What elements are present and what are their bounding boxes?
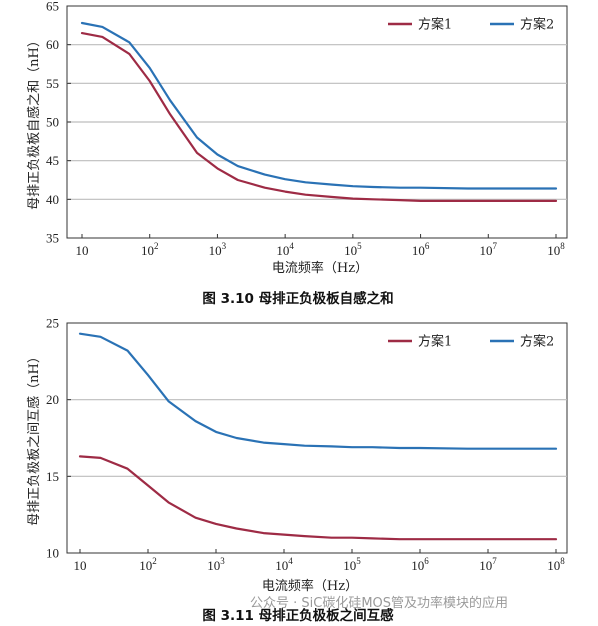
legend-2: 方案1 方案2 [388, 334, 554, 350]
x-tick-labels-1: 10 102 103 104 105 106 107 108 [76, 234, 565, 258]
x-tick-label: 105 [344, 241, 362, 258]
x-tick-label: 103 [209, 241, 227, 258]
x-tick-label: 108 [547, 241, 565, 258]
x-tick-label: 107 [479, 556, 497, 573]
y-tick-label: 65 [46, 0, 59, 14]
x-tick-label: 103 [207, 556, 225, 573]
x-tick-label: 108 [547, 556, 565, 573]
x-tick-label: 107 [480, 241, 498, 258]
y-tick-labels-2: 10 15 20 25 [46, 316, 59, 561]
x-tick-label: 106 [411, 556, 429, 573]
y-axis-label-2: 母排正负极板之间互感（nH） [26, 350, 42, 526]
gridlines-1 [67, 5, 567, 239]
y-tick-label: 15 [46, 469, 59, 484]
x-tick-label: 10 [76, 243, 89, 258]
y-tick-label: 25 [46, 316, 59, 331]
y-axis-label-1: 母排正负极板自感之和（nH） [26, 34, 42, 210]
series-lines-1 [80, 21, 558, 202]
legend-label: 方案1 [418, 17, 452, 33]
x-tick-labels-2: 10 102 103 104 105 106 107 108 [74, 549, 565, 573]
x-axis-label-1: 电流频率（Hz） [272, 260, 368, 276]
figure-caption-2: 图 3.11 母排正负极板之间互感 [202, 607, 394, 624]
x-tick-label: 106 [412, 241, 430, 258]
legend-label: 方案2 [520, 334, 554, 350]
watermark-text: 公众号 · SiC碳化硅MOS管及功率模块的应用 [250, 595, 508, 611]
y-tick-label: 40 [46, 192, 59, 207]
y-tick-label: 20 [46, 392, 59, 407]
gridlines-2 [67, 322, 567, 554]
y-tick-label: 55 [46, 76, 59, 91]
y-tick-label: 10 [46, 546, 59, 561]
x-tick-label: 102 [141, 241, 159, 258]
figure-caption-1: 图 3.10 母排正负极板自感之和 [202, 290, 393, 307]
y-tick-label: 60 [46, 37, 59, 52]
series-lines-2 [78, 332, 558, 541]
y-tick-label: 50 [46, 115, 59, 130]
plot-frame-2 [66, 322, 568, 554]
series-line [78, 455, 558, 541]
x-tick-label: 105 [343, 556, 361, 573]
series-line [78, 332, 558, 450]
x-tick-label: 104 [275, 556, 293, 573]
x-axis-label-2: 电流频率（Hz） [262, 578, 358, 594]
y-tick-label: 45 [46, 153, 59, 168]
series-line [80, 31, 558, 202]
chart-self-inductance: 35 40 45 50 55 60 65 10 102 103 104 105 106 107 108 方… [26, 0, 568, 307]
legend-label: 方案2 [520, 17, 554, 33]
legend-1: 方案1 方案2 [388, 17, 554, 33]
y-tick-labels-1: 35 40 45 50 55 60 65 [46, 0, 59, 246]
x-tick-label: 10 [74, 558, 87, 573]
series-line [80, 21, 558, 190]
y-tick-label: 35 [46, 231, 59, 246]
x-tick-label: 104 [276, 241, 294, 258]
legend-label: 方案1 [418, 334, 452, 350]
x-tick-label: 102 [139, 556, 157, 573]
